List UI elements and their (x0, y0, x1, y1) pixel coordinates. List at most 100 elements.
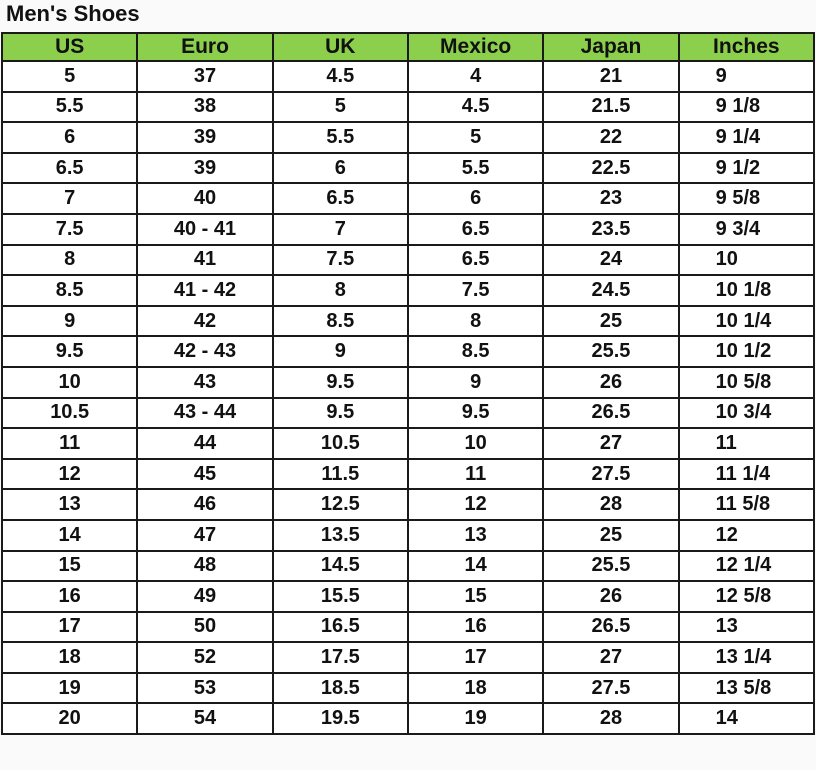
cell-us: 17 (0, 610, 139, 644)
cell-us: 8.5 (0, 274, 139, 307)
cell-inches: 11 (677, 427, 816, 460)
cell-inches: 11 1/4 (677, 457, 816, 491)
cell-japan: 22 (542, 121, 680, 154)
cell-japan: 24 (542, 243, 680, 277)
table-row: 14 47 13.5 13 25 12 (0, 518, 816, 552)
page-title: Men's Shoes (6, 1, 140, 26)
cell-japan: 27 (542, 427, 680, 460)
cell-japan: 26 (542, 580, 680, 613)
cell-uk: 7 (271, 212, 409, 246)
cell-inches: 13 (677, 610, 816, 644)
column-header-inches: Inches (677, 32, 816, 62)
cell-japan: 26.5 (542, 610, 680, 644)
cell-us: 9.5 (0, 335, 139, 368)
cell-inches: 10 1/8 (677, 274, 816, 307)
cell-inches: 12 (677, 518, 816, 552)
table-row: 13 46 12.5 12 28 11 5/8 (0, 488, 816, 521)
cell-euro: 54 (136, 702, 274, 736)
column-header-us: US (0, 32, 139, 62)
cell-inches: 11 5/8 (677, 488, 816, 521)
cell-us: 12 (0, 457, 139, 491)
cell-us: 15 (0, 549, 139, 583)
table-row: 19 53 18.5 18 27.5 13 5/8 (0, 671, 816, 705)
cell-uk: 5.5 (271, 121, 409, 154)
cell-euro: 46 (136, 488, 274, 521)
cell-euro: 53 (136, 671, 274, 705)
table-row: 8 41 7.5 6.5 24 10 (0, 243, 816, 277)
cell-inches: 14 (677, 702, 816, 736)
cell-euro: 39 (136, 121, 274, 154)
cell-mexico: 11 (406, 457, 545, 491)
cell-mexico: 6.5 (406, 212, 545, 246)
cell-us: 7.5 (0, 212, 139, 246)
cell-mexico: 5.5 (406, 151, 545, 185)
cell-euro: 45 (136, 457, 274, 491)
cell-mexico: 8.5 (406, 335, 545, 368)
cell-euro: 40 (136, 182, 274, 215)
table-row: 10.5 43 - 44 9.5 9.5 26.5 10 3/4 (0, 396, 816, 430)
cell-mexico: 13 (406, 518, 545, 552)
cell-mexico: 8 (406, 304, 545, 338)
cell-mexico: 9.5 (406, 396, 545, 430)
cell-euro: 47 (136, 518, 274, 552)
cell-mexico: 4 (406, 60, 545, 93)
cell-japan: 27.5 (542, 457, 680, 491)
cell-inches: 10 3/4 (677, 396, 816, 430)
cell-euro: 43 - 44 (136, 396, 274, 430)
table-row: 15 48 14.5 14 25.5 12 1/4 (0, 549, 816, 583)
cell-inches: 13 5/8 (677, 671, 816, 705)
cell-inches: 12 5/8 (677, 580, 816, 613)
cell-japan: 25 (542, 304, 680, 338)
cell-japan: 25 (542, 518, 680, 552)
table-row: 17 50 16.5 16 26.5 13 (0, 610, 816, 644)
cell-euro: 40 - 41 (136, 212, 274, 246)
cell-japan: 25.5 (542, 335, 680, 368)
cell-uk: 17.5 (271, 641, 409, 674)
cell-inches: 10 5/8 (677, 365, 816, 399)
cell-us: 5.5 (0, 90, 139, 124)
cell-euro: 44 (136, 427, 274, 460)
header-row: US Euro UK Mexico Japan Inches (0, 32, 816, 62)
table-row: 5.5 38 5 4.5 21.5 9 1/8 (0, 90, 816, 124)
table-row: 7.5 40 - 41 7 6.5 23.5 9 3/4 (0, 212, 816, 246)
size-chart-table: US Euro UK Mexico Japan Inches 5 37 4.5 4 21 9 5.5 3… (0, 32, 816, 736)
cell-euro: 41 (136, 243, 274, 277)
cell-euro: 49 (136, 580, 274, 613)
cell-inches: 9 (677, 60, 816, 93)
table-row: 8.5 41 - 42 8 7.5 24.5 10 1/8 (0, 274, 816, 307)
cell-mexico: 12 (406, 488, 545, 521)
cell-uk: 8.5 (271, 304, 409, 338)
table-body: 5 37 4.5 4 21 9 5.5 38 5 4.5 21.5 9 1/8 6 39 5.5 5 22 9 1… (0, 60, 816, 736)
cell-uk: 7.5 (271, 243, 409, 277)
table-row: 6 39 5.5 5 22 9 1/4 (0, 121, 816, 154)
table-row: 6.5 39 6 5.5 22.5 9 1/2 (0, 151, 816, 185)
cell-uk: 13.5 (271, 518, 409, 552)
cell-japan: 28 (542, 702, 680, 736)
cell-us: 18 (0, 641, 139, 674)
cell-japan: 25.5 (542, 549, 680, 583)
table-row: 7 40 6.5 6 23 9 5/8 (0, 182, 816, 215)
cell-mexico: 6.5 (406, 243, 545, 277)
cell-uk: 16.5 (271, 610, 409, 644)
column-header-mexico: Mexico (406, 32, 545, 62)
cell-us: 19 (0, 671, 139, 705)
cell-us: 20 (0, 702, 139, 736)
cell-us: 10.5 (0, 396, 139, 430)
column-header-japan: Japan (542, 32, 680, 62)
cell-euro: 42 - 43 (136, 335, 274, 368)
cell-japan: 27.5 (542, 671, 680, 705)
cell-uk: 9.5 (271, 365, 409, 399)
cell-japan: 26.5 (542, 396, 680, 430)
cell-uk: 11.5 (271, 457, 409, 491)
cell-uk: 5 (271, 90, 409, 124)
table-row: 9.5 42 - 43 9 8.5 25.5 10 1/2 (0, 335, 816, 368)
cell-japan: 21 (542, 60, 680, 93)
cell-us: 13 (0, 488, 139, 521)
cell-euro: 37 (136, 60, 274, 93)
cell-japan: 26 (542, 365, 680, 399)
cell-inches: 10 (677, 243, 816, 277)
cell-euro: 43 (136, 365, 274, 399)
cell-euro: 48 (136, 549, 274, 583)
cell-inches: 10 1/2 (677, 335, 816, 368)
cell-uk: 6.5 (271, 182, 409, 215)
